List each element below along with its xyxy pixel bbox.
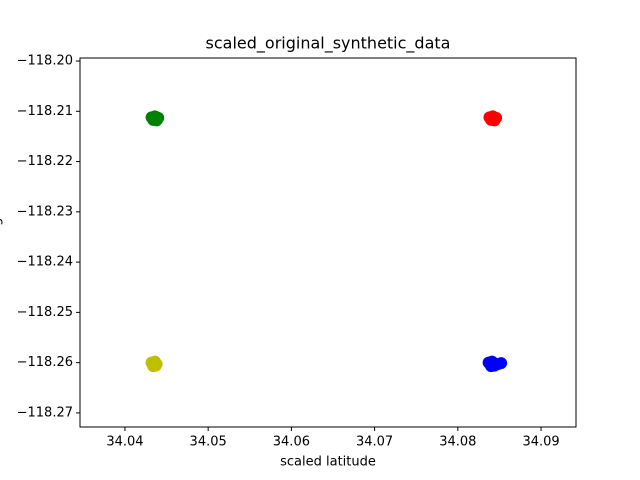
chart-title: scaled_original_synthetic_data [206, 34, 451, 54]
point [149, 359, 162, 372]
x-axis-label: scaled latitude [280, 455, 376, 470]
x-tick-label: 34.08 [439, 435, 476, 450]
y-tick-label: −118.24 [17, 255, 73, 270]
x-tick-label: 34.07 [356, 435, 393, 450]
x-tick-label: 34.05 [190, 435, 227, 450]
y-tick-label: −118.22 [17, 154, 73, 169]
point [491, 358, 504, 371]
x-tick-label: 34.09 [522, 435, 559, 450]
plot-frame [79, 57, 577, 428]
y-tick-label: −118.26 [17, 355, 73, 370]
y-tick-label: −118.23 [17, 204, 73, 219]
point [487, 112, 500, 125]
y-tick-label: −118.25 [17, 305, 73, 320]
point [149, 112, 162, 125]
x-tick-label: 34.04 [106, 435, 143, 450]
x-tick-label: 34.06 [273, 435, 310, 450]
y-axis-label: scaled longitude [0, 184, 4, 291]
y-tick-label: −118.27 [17, 405, 73, 420]
y-tick-label: −118.21 [17, 104, 73, 119]
y-tick-label: −118.20 [17, 54, 73, 69]
